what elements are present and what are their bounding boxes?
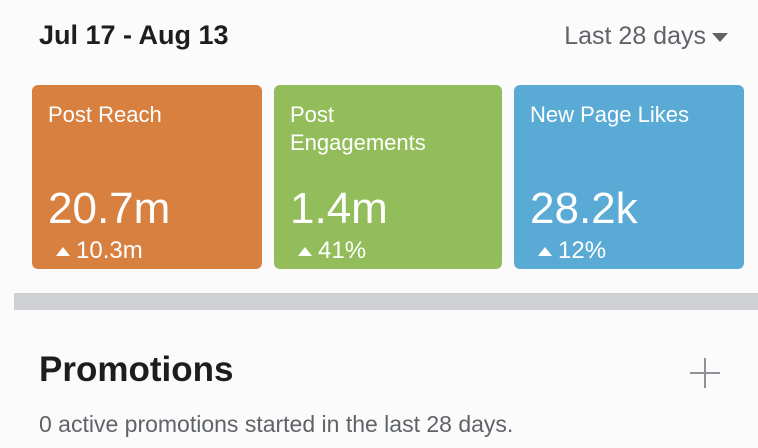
- card-post-engagements[interactable]: Post Engagements 1.4m 41%: [274, 85, 502, 269]
- card-value: 28.2k: [530, 184, 638, 233]
- card-post-reach[interactable]: Post Reach 20.7m 10.3m: [32, 85, 262, 269]
- period-label: Last 28 days: [564, 22, 706, 50]
- caret-down-icon: [712, 33, 728, 42]
- card-value: 20.7m: [48, 184, 171, 233]
- section-divider: [14, 293, 758, 310]
- card-label: New Page Likes: [530, 102, 689, 127]
- up-arrow-icon: [298, 246, 312, 256]
- period-dropdown[interactable]: Last 28 days: [564, 22, 728, 51]
- up-arrow-icon: [538, 246, 552, 256]
- card-label: Post Reach: [48, 102, 162, 127]
- up-arrow-icon: [56, 246, 70, 256]
- card-new-page-likes[interactable]: New Page Likes 28.2k 12%: [514, 85, 744, 269]
- card-change: 41%: [318, 237, 367, 264]
- date-range: Jul 17 - Aug 13: [39, 20, 229, 50]
- card-change: 12%: [558, 237, 607, 264]
- add-promotion-plus-icon[interactable]: [688, 356, 722, 390]
- card-label: Post Engagements: [290, 102, 426, 155]
- card-value: 1.4m: [290, 184, 388, 233]
- promotions-subtitle: 0 active promotions started in the last …: [39, 411, 514, 437]
- card-change: 10.3m: [76, 237, 143, 264]
- promotions-title: Promotions: [39, 350, 234, 389]
